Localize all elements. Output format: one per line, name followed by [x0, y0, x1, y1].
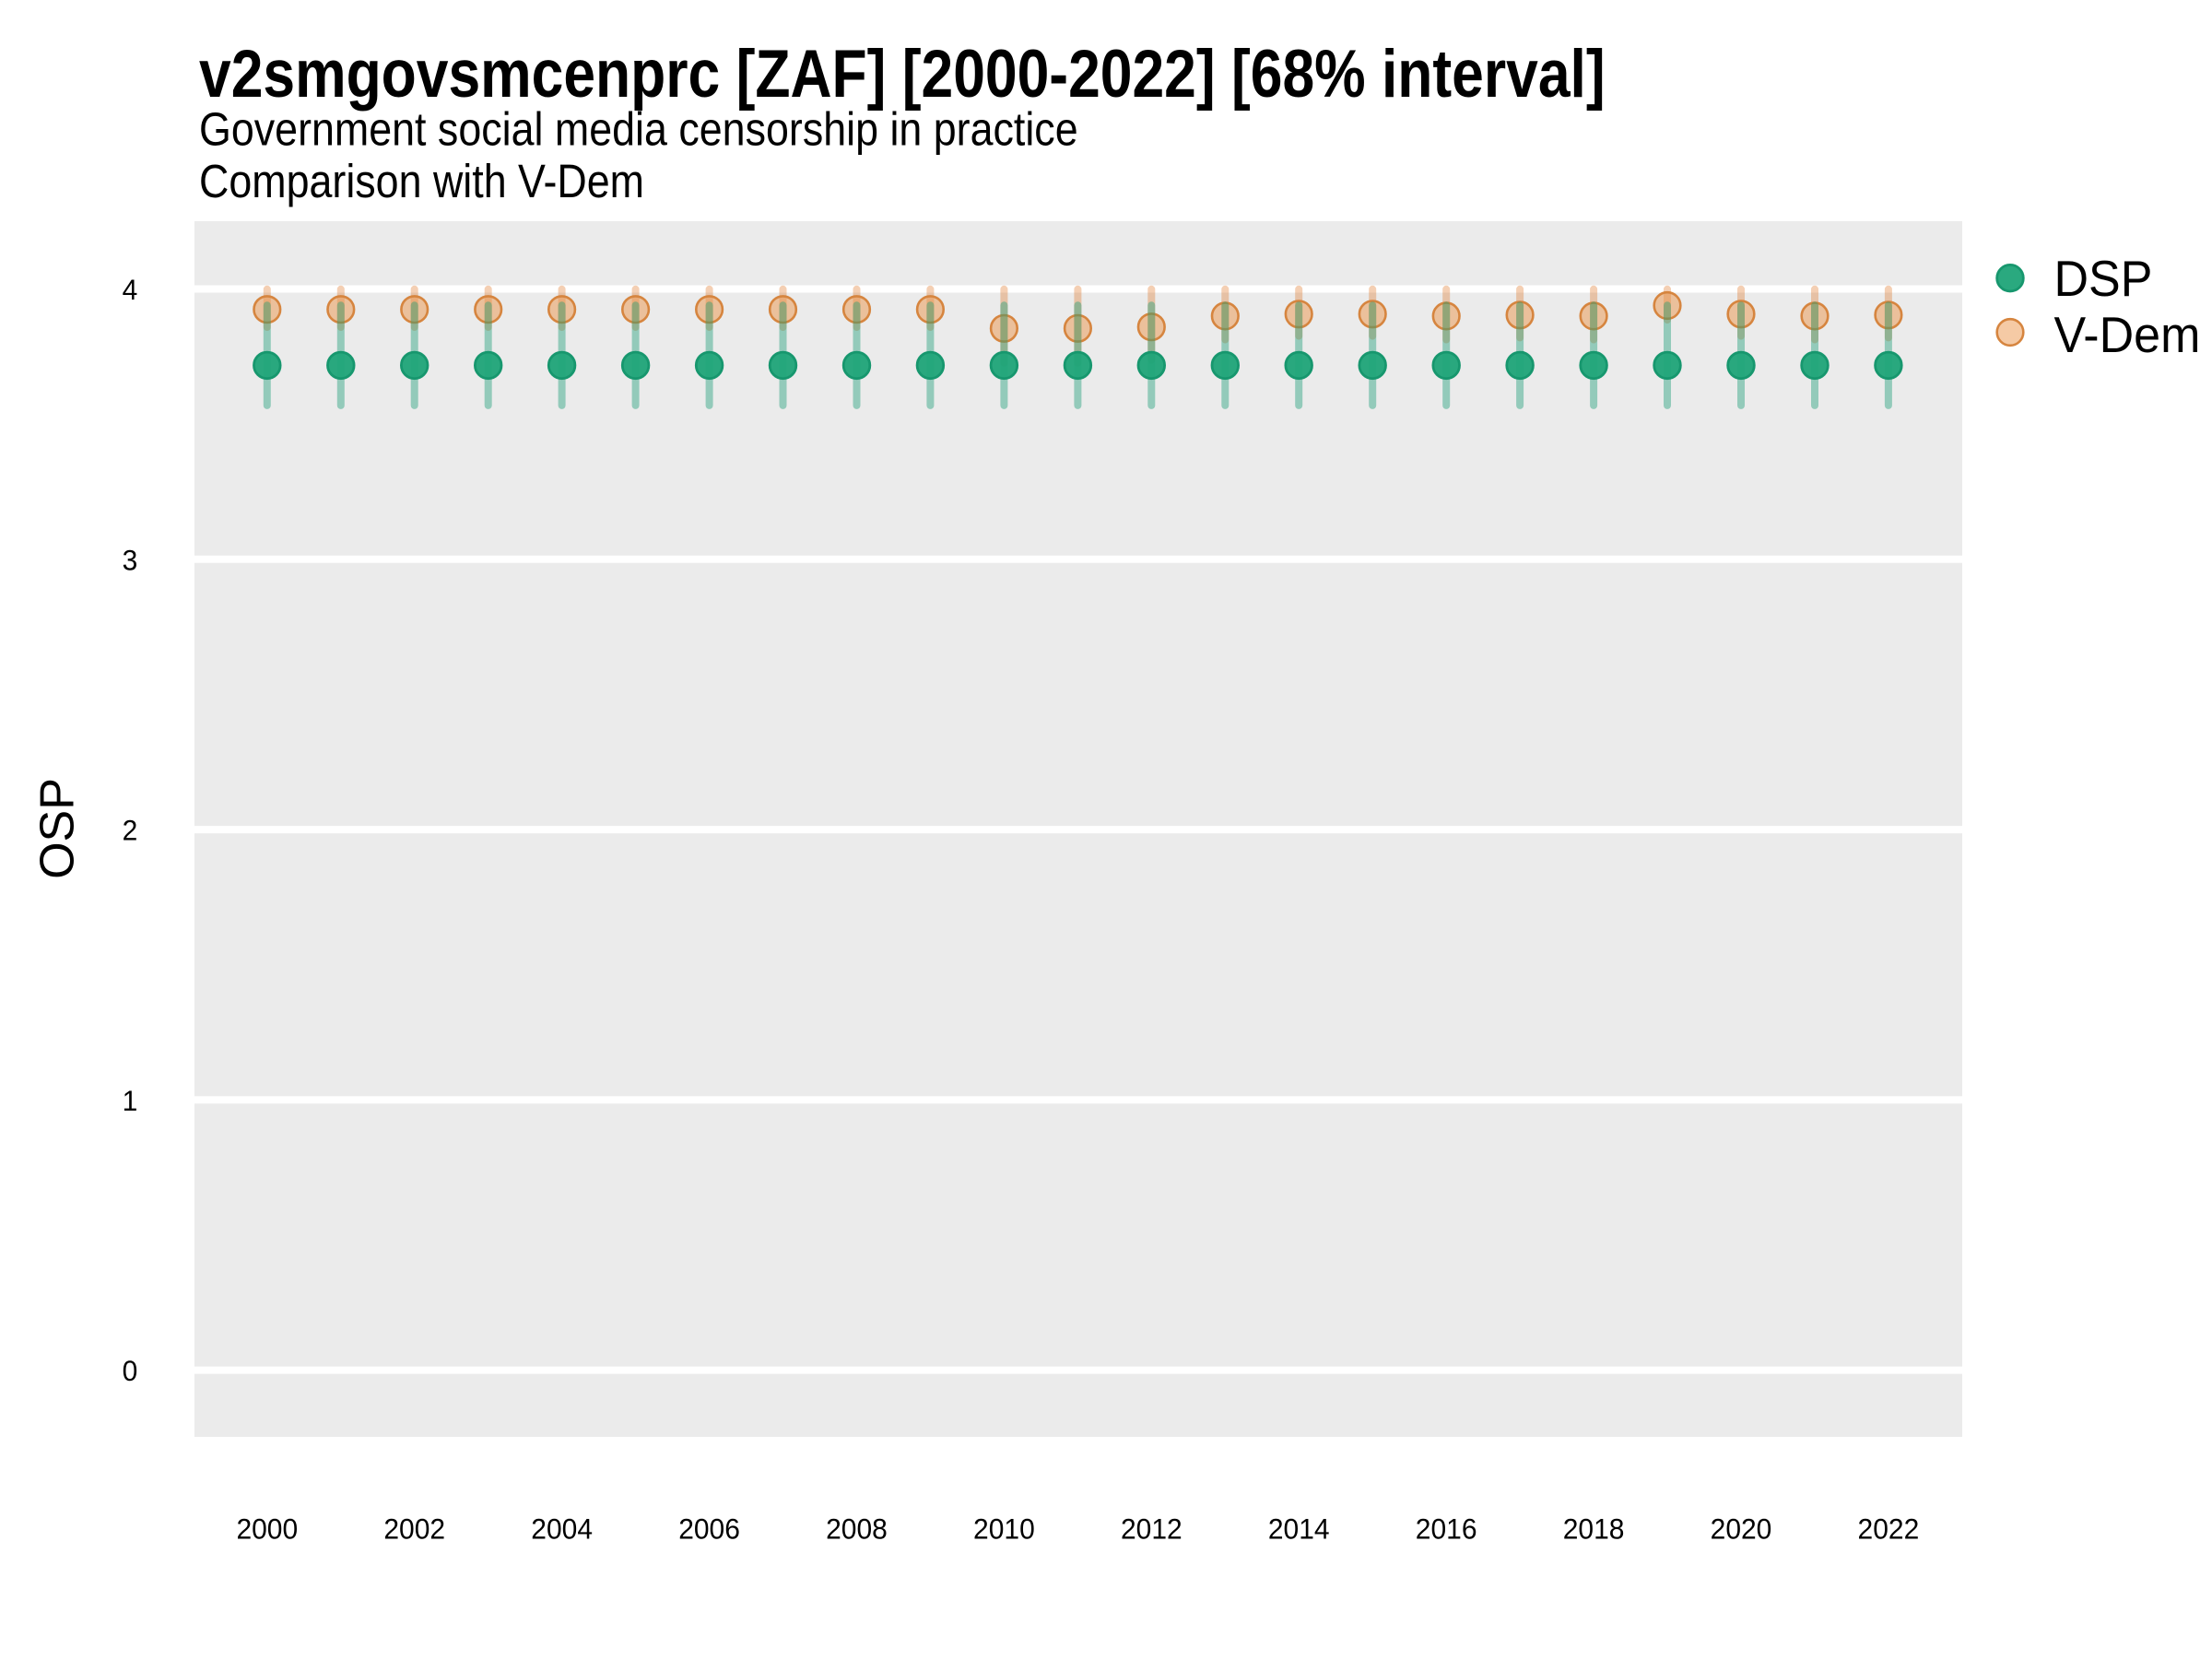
svg-text:2002: 2002 — [383, 1512, 445, 1546]
svg-text:2016: 2016 — [1416, 1512, 1477, 1546]
svg-text:2010: 2010 — [973, 1512, 1035, 1546]
svg-text:DSP: DSP — [2054, 252, 2153, 308]
svg-text:2012: 2012 — [1121, 1512, 1182, 1546]
svg-text:v2smgovsmcenprc [ZAF] [2000-20: v2smgovsmcenprc [ZAF] [2000-2022] [68% i… — [199, 36, 1606, 112]
svg-text:V-Dem: V-Dem — [2054, 308, 2201, 364]
svg-text:3: 3 — [123, 544, 138, 577]
svg-text:2004: 2004 — [531, 1512, 593, 1546]
svg-text:OSP: OSP — [31, 778, 85, 879]
svg-text:1: 1 — [123, 1084, 138, 1117]
svg-text:2006: 2006 — [678, 1512, 740, 1546]
svg-text:2022: 2022 — [1858, 1512, 1920, 1546]
svg-text:Comparison with V-Dem: Comparison with V-Dem — [199, 157, 644, 208]
svg-text:4: 4 — [123, 273, 138, 306]
svg-text:Government social media censor: Government social media censorship in pr… — [199, 104, 1078, 156]
svg-text:2000: 2000 — [236, 1512, 298, 1546]
svg-text:2018: 2018 — [1563, 1512, 1625, 1546]
svg-text:0: 0 — [123, 1354, 138, 1387]
svg-text:2014: 2014 — [1268, 1512, 1330, 1546]
svg-text:2008: 2008 — [826, 1512, 888, 1546]
svg-text:2: 2 — [123, 814, 138, 847]
svg-text:2020: 2020 — [1711, 1512, 1772, 1546]
